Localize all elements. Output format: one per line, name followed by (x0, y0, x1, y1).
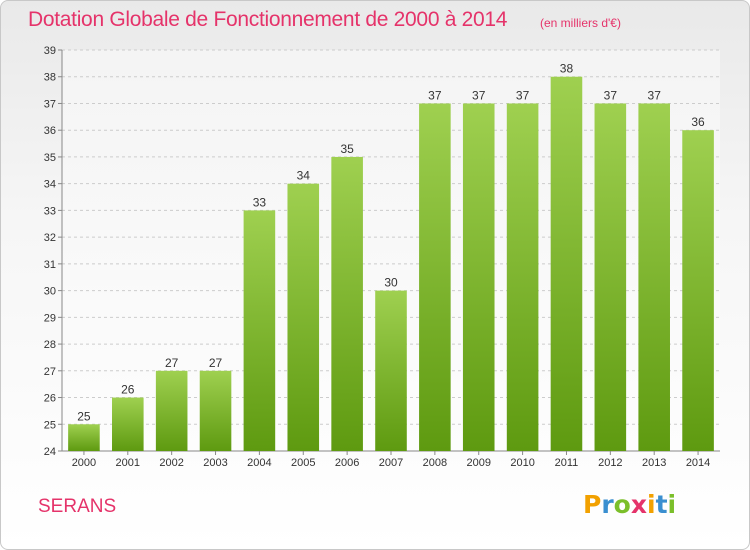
bar (594, 103, 627, 451)
data-label: 33 (253, 195, 267, 209)
y-tick-label: 30 (44, 286, 56, 298)
bar (331, 156, 363, 451)
data-label: 37 (472, 88, 486, 102)
data-label: 37 (516, 88, 530, 102)
y-tick-label: 28 (44, 339, 56, 351)
bar (638, 103, 670, 451)
x-tick-label: 2007 (379, 457, 403, 469)
bar (506, 103, 539, 451)
bar (550, 76, 583, 451)
logo-letter: i (667, 490, 677, 519)
bar (112, 397, 144, 451)
chart-title: Dotation Globale de Fonctionnement de 20… (28, 8, 508, 31)
x-tick-label: 2008 (423, 457, 447, 469)
y-tick-label: 34 (44, 179, 56, 191)
bar (68, 424, 100, 451)
x-tick-label: 2014 (686, 457, 710, 469)
data-label: 38 (560, 62, 574, 76)
logo-letter: r (601, 490, 614, 519)
x-tick-label: 2000 (72, 457, 96, 469)
data-label: 27 (209, 356, 223, 370)
data-label: 36 (691, 115, 705, 129)
bar (243, 210, 276, 451)
y-tick-label: 37 (44, 98, 56, 110)
x-tick-label: 2004 (247, 457, 271, 469)
data-label: 35 (340, 142, 354, 156)
x-tick-label: 2003 (203, 457, 227, 469)
bar (419, 103, 451, 451)
logo-letter: x (630, 490, 647, 519)
y-tick-label: 31 (44, 259, 56, 271)
x-tick-label: 2010 (510, 457, 534, 469)
y-tick-label: 25 (44, 419, 56, 431)
x-tick-label: 2009 (466, 457, 490, 469)
logo-letter: o (613, 490, 631, 519)
data-label: 30 (384, 276, 398, 290)
chart-subtitle: (en milliers d'€) (540, 16, 621, 30)
y-tick-label: 36 (44, 125, 56, 137)
data-label: 37 (428, 88, 442, 102)
x-tick-label: 2006 (335, 457, 359, 469)
y-tick-label: 35 (44, 152, 56, 164)
y-tick-label: 39 (44, 45, 56, 57)
logo-letter: t (655, 490, 668, 519)
y-tick-label: 33 (44, 205, 56, 217)
data-label: 27 (165, 356, 179, 370)
x-tick-label: 2005 (291, 457, 315, 469)
logo-letter: i (647, 490, 656, 519)
bar (682, 130, 714, 451)
bar (199, 370, 232, 451)
logo-letter: P (583, 490, 602, 519)
bar (462, 103, 495, 451)
x-tick-label: 2012 (598, 457, 622, 469)
bar (287, 183, 320, 451)
bar (375, 290, 407, 451)
y-tick-label: 24 (44, 446, 56, 458)
x-tick-label: 2001 (116, 457, 140, 469)
bar (155, 370, 188, 451)
data-label: 25 (77, 409, 91, 423)
y-tick-label: 27 (44, 366, 56, 378)
commune-name: SERANS (38, 496, 117, 517)
data-label: 37 (604, 88, 618, 102)
x-tick-label: 2002 (159, 457, 183, 469)
x-tick-label: 2011 (555, 457, 579, 469)
y-tick-label: 26 (44, 393, 56, 405)
proxiti-logo[interactable]: Proxiti (583, 490, 676, 519)
y-tick-label: 32 (44, 232, 56, 244)
x-tick-label: 2013 (642, 457, 666, 469)
y-tick-label: 29 (44, 312, 56, 324)
data-label: 34 (297, 169, 311, 183)
y-tick-label: 38 (44, 72, 56, 84)
data-label: 26 (121, 383, 135, 397)
data-label: 37 (648, 88, 662, 102)
